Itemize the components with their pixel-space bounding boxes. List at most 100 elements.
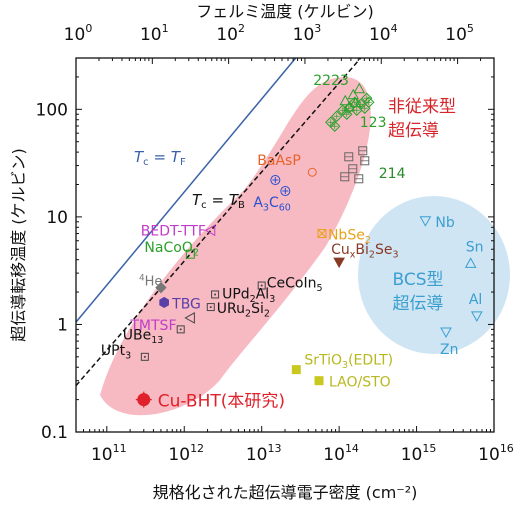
point-label-nb: Nb bbox=[435, 215, 454, 231]
point-label-srtio3-edlt-part: ( bbox=[348, 353, 353, 369]
region-bcs bbox=[358, 196, 510, 354]
x-tick-label-exp: 12 bbox=[190, 442, 204, 455]
reference-label-tf-sub: c bbox=[143, 157, 149, 168]
point-label-nacoo2-part: O bbox=[182, 240, 193, 256]
y-tick-label: 10 bbox=[46, 208, 68, 228]
point-label-cuxbi2se3-part: u bbox=[341, 242, 350, 258]
marker-srtio3-edlt bbox=[291, 365, 301, 375]
point-label-cuxbi2se3-part: C bbox=[331, 242, 341, 258]
point-label-upd2al3-part: d bbox=[241, 286, 250, 302]
point-label-nacoo2-part: N bbox=[144, 240, 154, 256]
line-tb bbox=[75, 57, 362, 387]
point-label-214: 214 bbox=[379, 166, 406, 182]
x-tick-label-base: 10 bbox=[168, 445, 190, 465]
point-label-cuxbi2se3-part: B bbox=[355, 242, 365, 258]
marker-123-cross bbox=[365, 99, 372, 106]
y-tick-label: 1 bbox=[57, 315, 68, 335]
marker-ube13-dot bbox=[179, 328, 182, 331]
marker-4he bbox=[155, 281, 167, 294]
line-tf bbox=[75, 57, 297, 323]
regions-layer bbox=[100, 77, 510, 416]
point-label-uru2si2-sub: 2 bbox=[245, 309, 251, 320]
point-label-ube13: UBe13 bbox=[123, 327, 164, 346]
point-label-cecoin5-part: I bbox=[303, 276, 307, 292]
point-label-upd2al3-sub: 3 bbox=[269, 294, 275, 305]
point-label-upt3-part: U bbox=[101, 343, 111, 359]
marker-bedt-ttf-shape bbox=[204, 224, 216, 237]
point-label-bedt-ttf: BEDT-TTF bbox=[141, 223, 206, 239]
marker-cecoin5 bbox=[257, 281, 266, 290]
point-label-al: Al bbox=[469, 292, 482, 308]
marker-sn bbox=[464, 257, 477, 268]
marker-sn-shape bbox=[464, 257, 477, 268]
x2-tick-label: 105 bbox=[445, 22, 474, 45]
point-label-lao-sto: LAO/STO bbox=[329, 375, 391, 391]
marker-zn bbox=[440, 327, 452, 339]
point-label-cuxbi2se3-part: e bbox=[384, 242, 393, 258]
point-label-upt3-part: t bbox=[120, 343, 126, 359]
marker-a3c60-cross bbox=[272, 177, 279, 184]
point-label-nbse2-sub: 2 bbox=[365, 235, 371, 246]
marker-2223-shape-extra bbox=[353, 82, 366, 94]
point-label-upd2al3-part: U bbox=[222, 286, 232, 302]
y-axis-title: 超伝導転移温度 (ケルビン) bbox=[9, 148, 28, 342]
x-tick-label-base: 10 bbox=[478, 445, 500, 465]
x-tick-label-exp: 16 bbox=[500, 442, 514, 455]
marker-baasp bbox=[307, 167, 317, 177]
x-axis-title: 規格化された超伝導電子密度 (cm⁻²) bbox=[153, 483, 418, 502]
x-tick-label-exp: 15 bbox=[422, 442, 436, 455]
marker-a3c60-shape-2 bbox=[280, 186, 291, 197]
marker-123-shape bbox=[341, 108, 353, 120]
marker-nbse2-x bbox=[317, 229, 327, 238]
x2-axis-title: フェルミ温度 (ケルビン) bbox=[196, 2, 374, 21]
marker-123-shape bbox=[329, 120, 341, 132]
point-label-upd2al3-sub: 2 bbox=[250, 294, 256, 305]
point-label-srtio3-edlt-sub: 3 bbox=[342, 360, 348, 371]
x-tick-label: 1014 bbox=[323, 442, 359, 465]
marker-2223-shape-extra bbox=[347, 88, 360, 100]
marker-upt3-shape bbox=[140, 352, 149, 361]
point-label-nbse2-part: e bbox=[356, 228, 365, 244]
point-label-a3c60-sub: 3 bbox=[263, 203, 269, 214]
point-label-cecoin5-part: C bbox=[285, 276, 295, 292]
point-label-srtio3-edlt: SrTiO3(EDLT) bbox=[304, 353, 393, 372]
point-label-4he-sup: 4 bbox=[139, 274, 145, 284]
point-label-ube13-sub: 13 bbox=[151, 335, 163, 346]
y-tick-label: 0.1 bbox=[41, 423, 68, 443]
marker-123-cross bbox=[345, 105, 352, 112]
marker-srtio3-edlt-shape bbox=[291, 365, 301, 375]
point-label-cuxbi2se3-part: S bbox=[375, 242, 384, 258]
reference-label-tf-rhs: T bbox=[171, 148, 182, 166]
point-label-cecoin5-part: C bbox=[267, 276, 277, 292]
point-label-nacoo2-part: a bbox=[155, 240, 164, 256]
point-label-cuxbi2se3-sub: 3 bbox=[393, 250, 399, 261]
reference-label-tf-eq: = bbox=[149, 148, 171, 166]
point-label-a3c60: A3C60 bbox=[253, 195, 291, 214]
marker-lao-sto-shape bbox=[314, 376, 324, 386]
point-label-nacoo2-part: C bbox=[163, 240, 173, 256]
point-label-cuxbi2se3-sub: x bbox=[350, 250, 356, 261]
point-label-nbse2-part: b bbox=[338, 228, 347, 244]
x-tick-label-base: 10 bbox=[91, 445, 113, 465]
marker-123-shape bbox=[363, 96, 375, 108]
marker-lao-sto bbox=[314, 376, 324, 386]
point-label-upt3: UPt3 bbox=[101, 343, 131, 362]
x-tick-label-base: 10 bbox=[323, 445, 345, 465]
marker-cuxbi2se3 bbox=[333, 257, 345, 269]
region-label-bcs-line2: 超伝導 bbox=[393, 294, 444, 314]
marker-123-cross bbox=[343, 111, 350, 118]
marker-123-cross bbox=[331, 123, 338, 130]
point-label-nbse2-part: S bbox=[347, 228, 356, 244]
x-tick-label: 1015 bbox=[401, 442, 437, 465]
point-label-uru2si2: URu2Si2 bbox=[217, 301, 270, 320]
x-tick-label: 1012 bbox=[168, 442, 204, 465]
point-label-srtio3-edlt-part: D bbox=[362, 353, 373, 369]
point-label-srtio3-edlt-part: O bbox=[331, 353, 342, 369]
x2-tick-label: 104 bbox=[369, 22, 398, 45]
x-tick-label-exp: 14 bbox=[345, 442, 359, 455]
x2-tick-label-exp: 2 bbox=[238, 22, 245, 35]
point-label-upd2al3: UPd2Al3 bbox=[222, 286, 275, 305]
marker-al bbox=[470, 311, 483, 322]
